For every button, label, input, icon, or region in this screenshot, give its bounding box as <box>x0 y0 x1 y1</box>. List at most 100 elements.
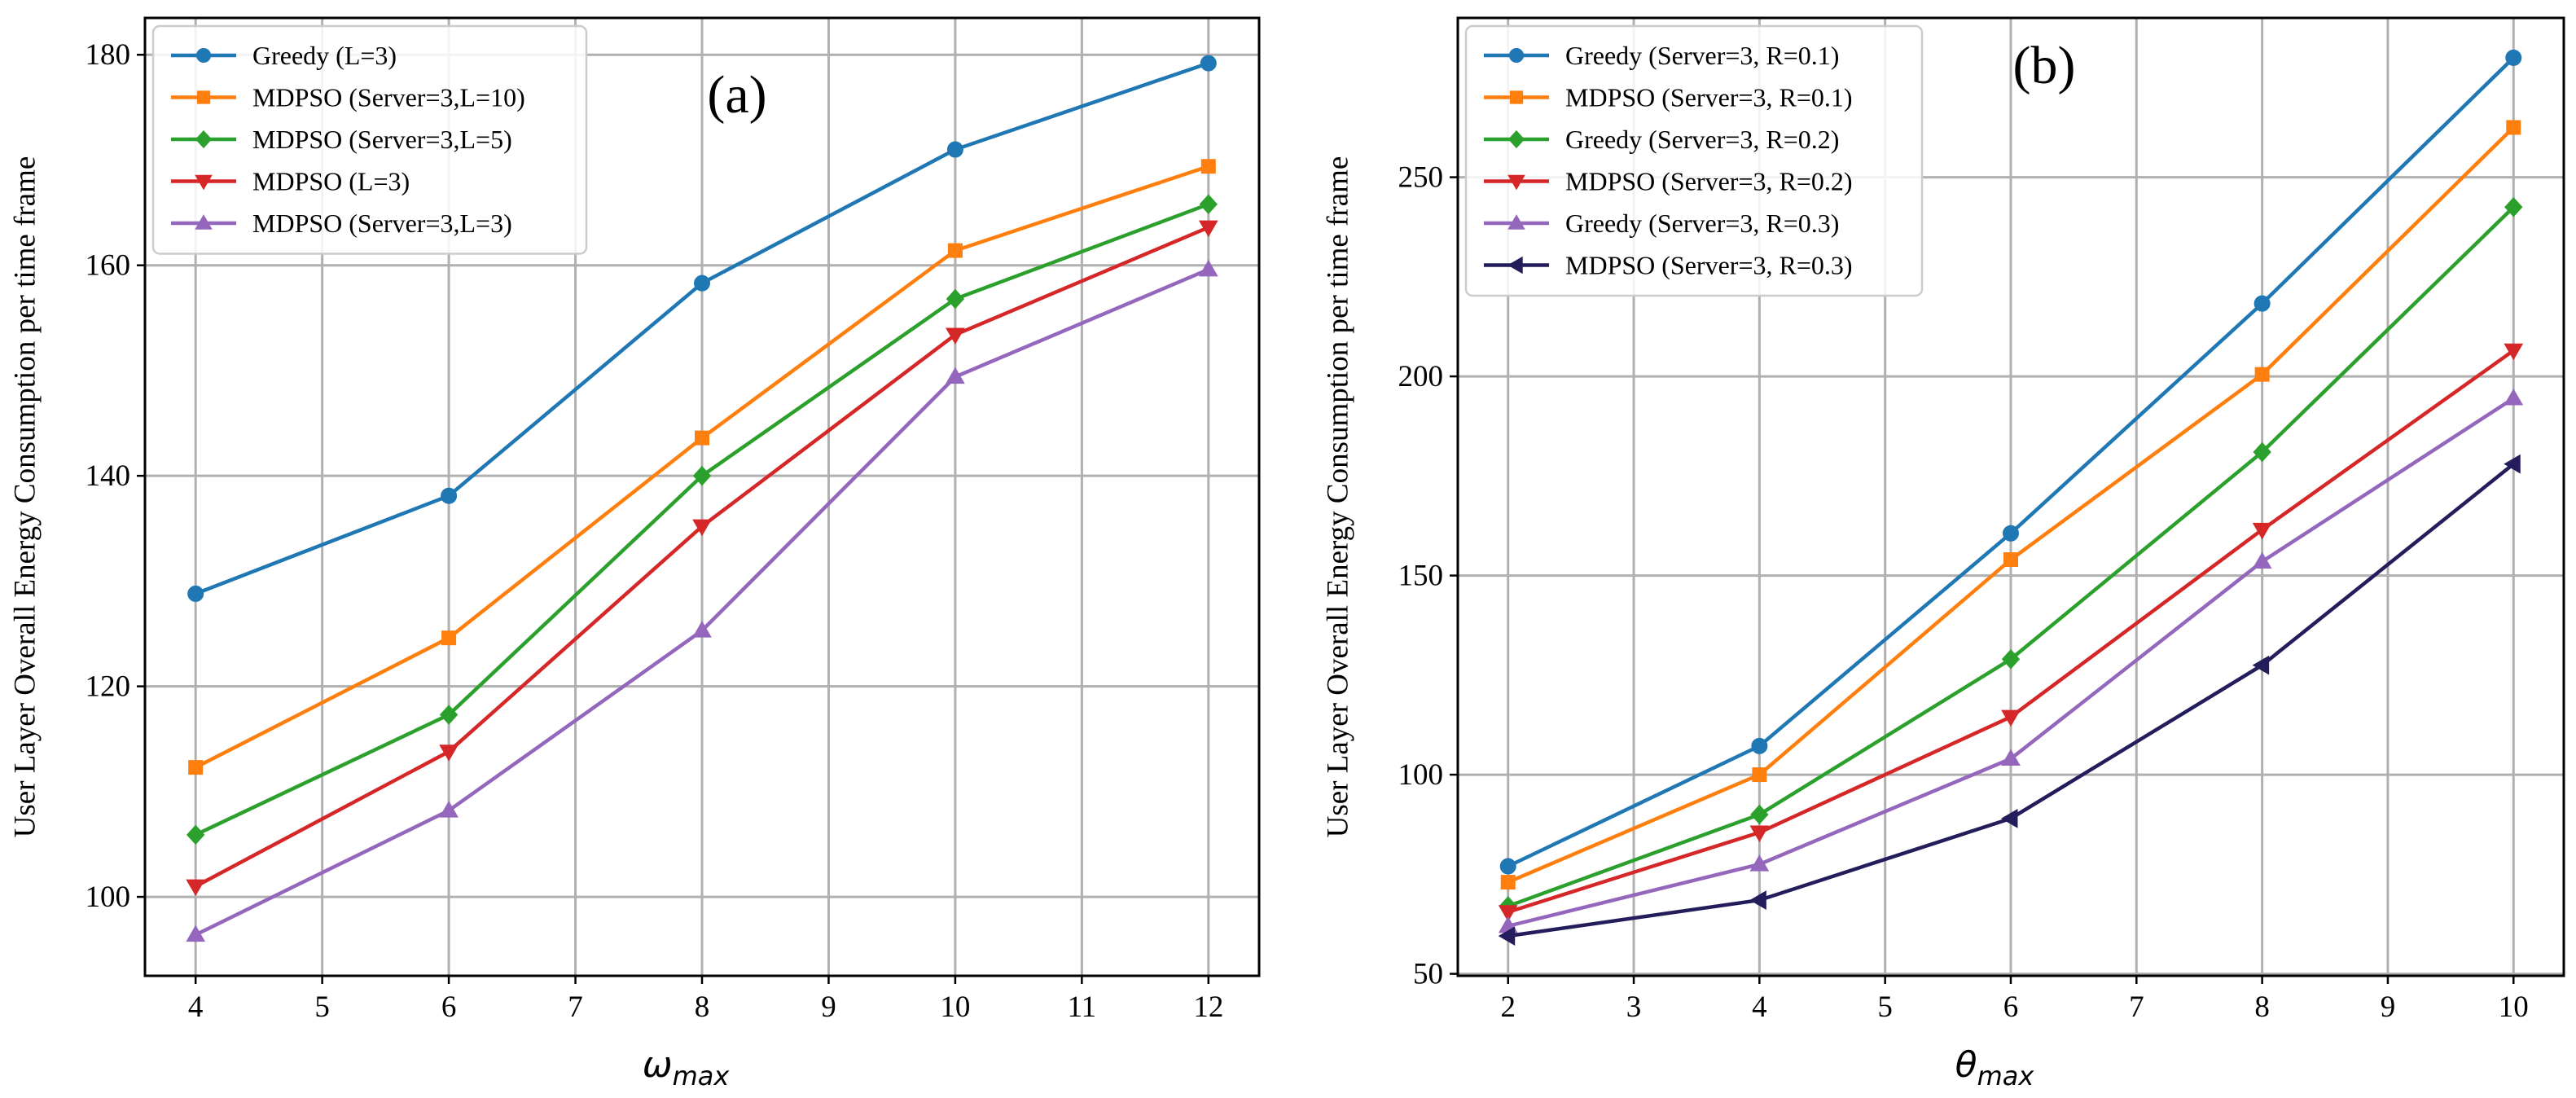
x-tick-label: 8 <box>695 990 710 1024</box>
data-point <box>1749 825 1770 842</box>
x-axis-label: ωmax <box>643 1044 731 1091</box>
data-point <box>187 585 204 602</box>
data-point <box>186 879 206 897</box>
legend-item: MDPSO (Server=3,L=10) <box>171 83 525 112</box>
data-point <box>1199 194 1218 214</box>
data-point <box>2504 343 2524 361</box>
legend-marker <box>195 174 213 191</box>
data-point <box>1498 905 1518 922</box>
data-point <box>1500 875 1516 890</box>
series-0 <box>1499 49 2522 875</box>
data-point <box>2001 808 2018 828</box>
y-tick-label: 100 <box>1398 758 1444 792</box>
legend-item: MDPSO (L=3) <box>171 167 410 196</box>
x-tick-label: 4 <box>188 990 204 1024</box>
legend-item: Greedy (L=3) <box>171 41 397 70</box>
data-point <box>1749 890 1766 910</box>
data-point <box>1200 159 1216 174</box>
data-point <box>1198 259 1218 277</box>
data-point <box>946 367 965 384</box>
legend-item: MDPSO (Server=3,L=5) <box>171 125 512 154</box>
data-point <box>2001 649 2021 670</box>
series-5 <box>1498 454 2521 946</box>
legend-marker <box>195 214 213 230</box>
data-point <box>1750 804 1769 825</box>
data-point <box>947 243 963 258</box>
legend-item: MDPSO (Server=3, R=0.1) <box>1484 83 1853 112</box>
chart-panel-b: 2 3 4 5 6 7 8 9 10 50 100 150 200 250 User Layer Overa… <box>1321 16 2565 1091</box>
series-2 <box>1499 197 2523 916</box>
legend-label: Greedy (Server=3, R=0.1) <box>1565 41 1839 70</box>
legend-box <box>1464 24 1924 297</box>
data-point <box>188 760 204 775</box>
legend-marker <box>1509 90 1524 104</box>
y-axis-label: User Layer Overall Energy Consumption pe… <box>8 156 42 838</box>
legend-item: Greedy (Server=3, R=0.3) <box>1484 209 1839 238</box>
legend-label: Greedy (Server=3, R=0.3) <box>1565 209 1839 238</box>
data-point <box>439 744 459 762</box>
series-3 <box>186 220 1218 897</box>
data-point <box>2001 709 2021 727</box>
data-point <box>946 288 965 310</box>
x-tick-label: 6 <box>441 990 457 1024</box>
data-point <box>1752 767 1767 783</box>
data-point <box>946 327 965 345</box>
y-tick-label: 120 <box>86 670 131 704</box>
panel-label: (a) <box>707 65 766 125</box>
x-tick-label: 7 <box>2129 990 2144 1024</box>
legend-label: MDPSO (Server=3, R=0.2) <box>1565 167 1853 196</box>
data-point <box>692 519 712 537</box>
legend-marker <box>1508 47 1525 64</box>
x-tick-label: 3 <box>1626 990 1642 1024</box>
x-tick-label: 10 <box>2499 990 2529 1024</box>
x-tick-label: 10 <box>940 990 970 1024</box>
data-point <box>439 801 459 818</box>
x-tick-label: 11 <box>1068 990 1097 1024</box>
data-point <box>695 430 709 446</box>
legend-label: MDPSO (Server=3,L=5) <box>252 125 512 154</box>
y-tick-label: 180 <box>86 38 131 72</box>
legend-marker <box>196 90 211 104</box>
series-1 <box>188 159 1216 775</box>
data-point <box>2252 551 2272 569</box>
x-tick-label: 5 <box>314 990 330 1024</box>
legend-label: MDPSO (Server=3, R=0.1) <box>1565 83 1853 112</box>
legend-label: MDPSO (Server=3,L=3) <box>252 209 512 238</box>
data-point <box>1749 854 1770 872</box>
legend-item: MDPSO (Server=3, R=0.2) <box>1484 167 1853 196</box>
data-point <box>2505 49 2522 66</box>
data-point <box>2252 655 2270 675</box>
legend-label: Greedy (L=3) <box>252 41 397 70</box>
x-tick-label: 12 <box>1193 990 1223 1024</box>
x-tick-label: 6 <box>2003 990 2019 1024</box>
legend: Greedy (Server=3, R=0.1) MDPSO (Server=3,… <box>1464 24 1924 297</box>
data-point <box>1200 55 1217 72</box>
legend-label: MDPSO (Server=3, R=0.3) <box>1565 251 1853 280</box>
data-point <box>2253 441 2271 463</box>
legend-box <box>151 24 588 255</box>
data-point <box>2003 552 2018 568</box>
legend-marker <box>1507 256 1523 274</box>
data-point <box>441 630 457 646</box>
legend: Greedy (L=3) MDPSO (Server=3,L=10) MDPSO (… <box>151 24 588 255</box>
data-point <box>186 925 206 942</box>
x-tick-label: 4 <box>1752 990 1767 1024</box>
data-point <box>2253 295 2271 312</box>
legend-item: MDPSO (Server=3, R=0.3) <box>1484 251 1853 280</box>
y-tick-label: 100 <box>86 881 131 914</box>
x-tick-label: 5 <box>1877 990 1893 1024</box>
legend-marker <box>195 130 213 149</box>
x-tick-label: 9 <box>821 990 836 1024</box>
legend-label: MDPSO (L=3) <box>252 167 410 196</box>
y-tick-label: 140 <box>86 459 131 493</box>
legend-marker <box>1507 174 1525 191</box>
data-point <box>694 274 710 292</box>
x-tick-label: 7 <box>568 990 583 1024</box>
data-point <box>2504 388 2524 406</box>
data-point <box>187 824 205 845</box>
series-2 <box>187 194 1218 845</box>
legend-label: MDPSO (Server=3,L=10) <box>252 83 525 112</box>
data-point <box>441 487 458 504</box>
legend-label: Greedy (Server=3, R=0.2) <box>1565 125 1839 154</box>
